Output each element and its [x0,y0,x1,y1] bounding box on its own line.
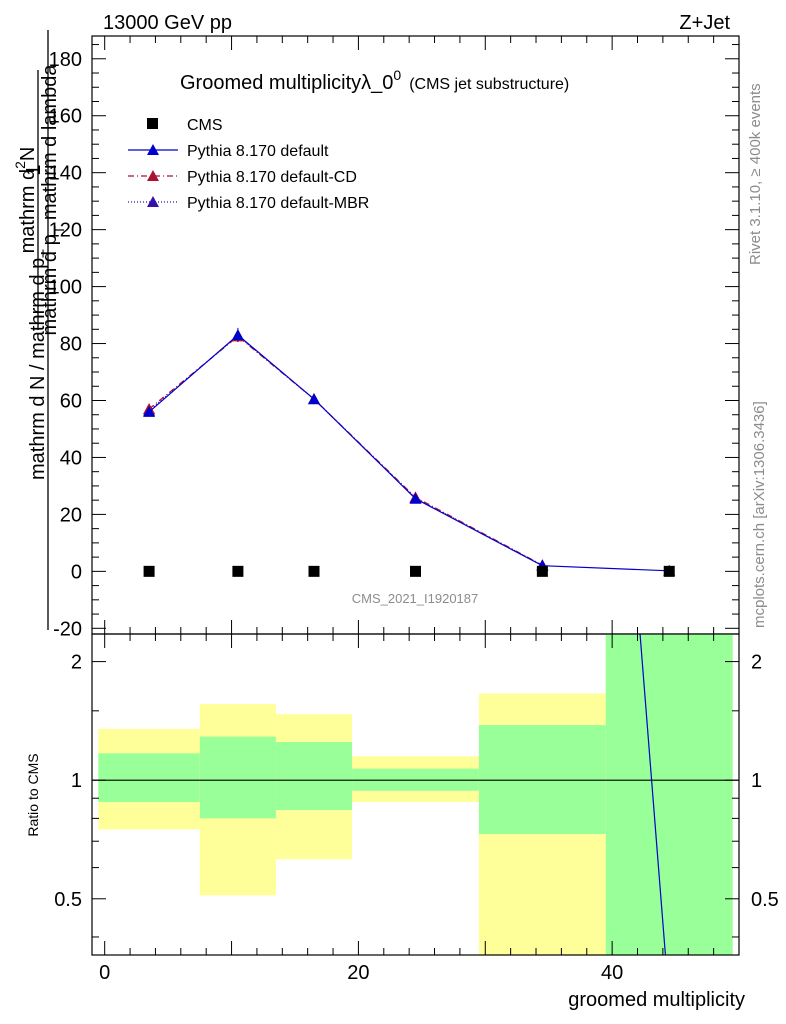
x-tick-label: 0 [99,962,110,984]
ratio-y-tick-label-right: 1 [751,770,762,792]
side-note-rivet: Rivet 3.1.10, ≥ 400k events [747,83,764,265]
main-series [143,327,676,577]
legend-label-default-cd: Pythia 8.170 default-CD [187,169,357,186]
main-y-axis-label-fraction: mathrm d2N mathrm d pT mathrm d lambda [12,64,67,336]
data-point-mc [308,393,321,405]
y-tick-label: 180 [49,49,82,71]
data-point-mc [409,492,422,504]
y-tick-label: 0 [71,561,82,583]
ratio-series-line [639,633,667,956]
ratio-band-green [199,736,276,819]
header-left: 13000 GeV pp [103,12,232,34]
ylabel-prefix-top: 1 [23,164,45,175]
ylabel-numerator: mathrm d2N [12,147,39,254]
header-right: Z+Jet [679,12,730,34]
x-tick-label: 40 [601,962,623,984]
y-tick-label: 60 [60,390,82,412]
ratio-bands [98,634,733,955]
data-point-cms [663,565,675,577]
x-axis-label: groomed multiplicity [568,989,745,1011]
legend-marker-default-cd [147,170,159,181]
main-ticks [92,36,740,634]
ratio-y-tick-label-right: 0.5 [751,889,779,911]
ratio-band-green [98,753,200,803]
y-tick-label: 100 [49,277,82,299]
legend: CMS Pythia 8.170 default Pythia 8.170 de… [128,117,369,212]
main-y-tick-labels: -20 0 20 40 60 80 100 120 140 160 180 [49,49,82,641]
ylabel-prefix-bottom: mathrm d N / mathrm d pT [27,249,55,480]
series-line [148,335,543,566]
side-note-mcplots: mcplots.cern.ch [arXiv:1306.3436] [751,401,768,628]
legend-marker-default-mbr [147,196,159,207]
analysis-watermark: CMS_2021_I1920187 [352,591,479,606]
ratio-band-green [478,725,606,835]
ratio-lines [92,633,739,956]
ratio-y-axis-label: Ratio to CMS [25,753,41,836]
data-point-cms [143,565,155,577]
legend-label-default: Pythia 8.170 default [187,143,329,160]
ratio-y-tick-label-right: 2 [751,652,762,674]
series-line [148,334,670,572]
x-tick-label: 20 [347,962,369,984]
y-tick-label: 120 [49,220,82,242]
ratio-plot-frame [91,633,740,956]
ylabel-denominator: mathrm d pT mathrm d lambda [39,64,67,336]
data-point-cms [410,565,421,577]
ratio-y-tick-label: 0.5 [54,889,82,911]
data-point-mc [143,405,156,417]
legend-label-cms: CMS [187,117,223,134]
y-tick-label: 40 [60,447,82,469]
y-tick-label: 80 [60,334,82,356]
data-point-cms [536,565,548,577]
series-line [148,335,543,566]
legend-marker-default [147,144,159,155]
legend-label-default-mbr: Pythia 8.170 default-MBR [187,195,369,212]
y-tick-label: -20 [53,618,82,640]
y-tick-label: 20 [60,504,82,526]
chart-title: Groomed multiplicityλ_00(CMS jet substru… [180,67,569,94]
ratio-y-tick-label: 2 [71,652,82,674]
data-point-cms [308,565,320,577]
ratio-y-tick-label: 1 [71,770,82,792]
main-y-axis-label: 1 mathrm d N / mathrm d pT [23,30,55,630]
ratio-band-green [605,634,733,955]
data-point-cms [232,565,244,577]
y-tick-label: 140 [49,163,82,185]
legend-marker-cms [147,118,158,129]
ratio-band-green [275,742,353,811]
y-tick-label: 160 [49,106,82,128]
ratio-ticks: 0.5 0.51 12 20 20 40 [54,634,779,984]
